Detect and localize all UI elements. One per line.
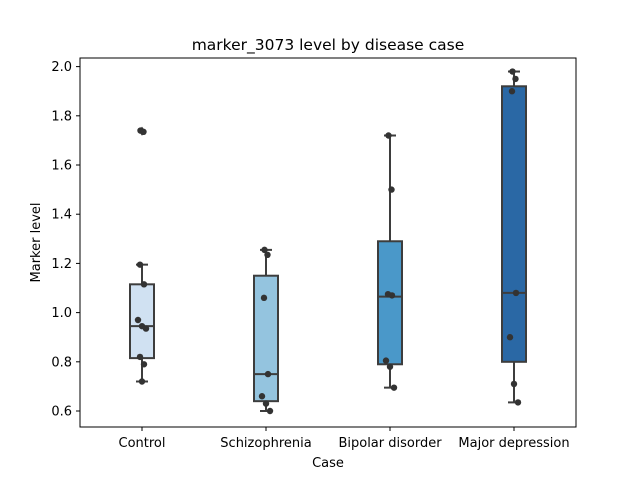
data-point bbox=[134, 316, 142, 324]
y-axis-label: Marker level bbox=[29, 203, 44, 283]
box-group bbox=[377, 132, 403, 391]
y-tick-label: 0.8 bbox=[51, 355, 72, 370]
data-point bbox=[508, 88, 516, 95]
x-tick-label: Bipolar disorder bbox=[338, 436, 442, 451]
data-point bbox=[266, 407, 274, 415]
data-point bbox=[136, 353, 144, 361]
data-point bbox=[140, 361, 148, 368]
data-point bbox=[261, 246, 268, 254]
box-group bbox=[501, 68, 527, 406]
data-point bbox=[510, 380, 518, 388]
y-tick-label: 1.2 bbox=[51, 257, 72, 272]
x-tick-label: Major depression bbox=[458, 436, 569, 451]
box bbox=[129, 283, 155, 360]
plot-area bbox=[129, 68, 527, 415]
box bbox=[377, 240, 403, 366]
box-group bbox=[129, 126, 155, 385]
y-tick-label: 1.8 bbox=[51, 109, 72, 124]
box bbox=[501, 85, 527, 363]
data-point bbox=[512, 75, 519, 83]
data-point bbox=[390, 384, 398, 391]
data-point bbox=[260, 294, 268, 302]
data-point bbox=[258, 393, 266, 400]
data-point bbox=[382, 357, 390, 364]
y-tick-label: 0.6 bbox=[51, 405, 72, 420]
y-tick-label: 1.0 bbox=[51, 306, 72, 321]
data-point bbox=[138, 378, 146, 385]
data-point bbox=[509, 68, 516, 75]
data-point bbox=[514, 399, 522, 406]
x-axis: Control Schizophrenia Bipolar disorder Majo… bbox=[119, 427, 570, 451]
y-tick-label: 2.0 bbox=[51, 60, 72, 75]
data-point bbox=[264, 251, 271, 258]
data-point bbox=[136, 261, 144, 268]
y-tick-label: 1.6 bbox=[51, 159, 72, 174]
data-point bbox=[140, 281, 148, 288]
axes-frame bbox=[79, 57, 577, 428]
x-axis-label: Case bbox=[312, 456, 344, 471]
chart-title: marker_3073 level by disease case bbox=[192, 36, 465, 55]
data-point bbox=[388, 186, 395, 193]
data-point bbox=[385, 132, 392, 139]
x-tick-label: Schizophrenia bbox=[220, 436, 311, 451]
data-point bbox=[264, 370, 272, 378]
data-point bbox=[140, 128, 147, 135]
box bbox=[253, 274, 279, 403]
box-group bbox=[253, 246, 279, 415]
y-tick-label: 1.4 bbox=[51, 208, 72, 223]
data-point bbox=[512, 289, 520, 297]
data-point bbox=[262, 400, 270, 407]
y-axis: 0.6 0.8 1.0 1.2 1.4 1.6 1.8 2.0 bbox=[51, 60, 80, 420]
data-point bbox=[386, 363, 394, 370]
data-point bbox=[506, 334, 514, 341]
data-point bbox=[388, 292, 396, 299]
x-tick-label: Control bbox=[119, 436, 166, 451]
data-point bbox=[142, 325, 150, 332]
